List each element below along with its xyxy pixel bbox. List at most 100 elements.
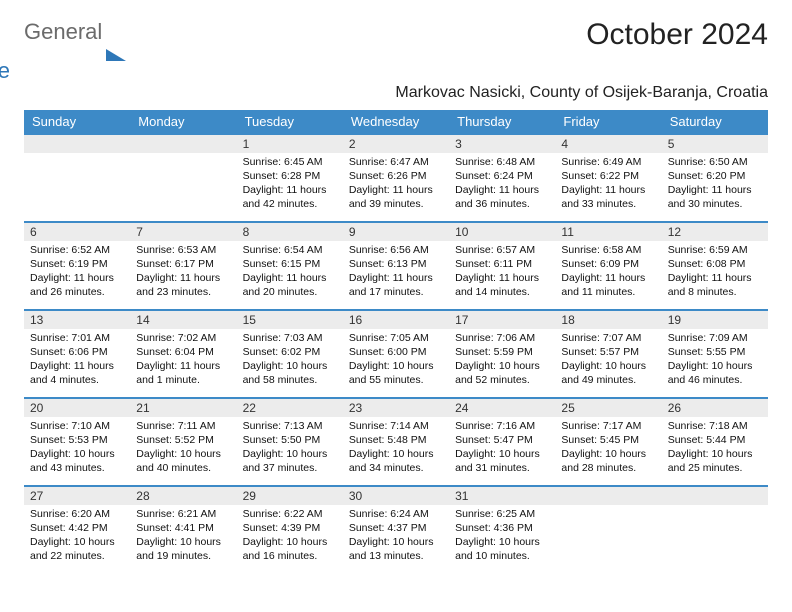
day-line: Sunrise: 6:22 AM <box>243 507 337 521</box>
day-number: 25 <box>555 399 661 417</box>
day-number: 16 <box>343 311 449 329</box>
calendar-cell: 2Sunrise: 6:47 AMSunset: 6:26 PMDaylight… <box>343 134 449 222</box>
day-line: Sunset: 6:20 PM <box>668 169 762 183</box>
day-body: Sunrise: 6:45 AMSunset: 6:28 PMDaylight:… <box>237 153 343 216</box>
day-line: and 31 minutes. <box>455 461 549 475</box>
day-line: Daylight: 10 hours <box>243 535 337 549</box>
day-line: and 25 minutes. <box>668 461 762 475</box>
day-line: and 1 minute. <box>136 373 230 387</box>
day-line: Sunset: 6:15 PM <box>243 257 337 271</box>
day-line: Daylight: 11 hours <box>136 359 230 373</box>
day-body: Sunrise: 6:57 AMSunset: 6:11 PMDaylight:… <box>449 241 555 304</box>
day-line: and 52 minutes. <box>455 373 549 387</box>
day-body: Sunrise: 7:01 AMSunset: 6:06 PMDaylight:… <box>24 329 130 392</box>
day-line: Sunset: 4:36 PM <box>455 521 549 535</box>
day-number: 2 <box>343 135 449 153</box>
calendar-cell: 8Sunrise: 6:54 AMSunset: 6:15 PMDaylight… <box>237 222 343 310</box>
day-line: and 58 minutes. <box>243 373 337 387</box>
calendar-cell: 17Sunrise: 7:06 AMSunset: 5:59 PMDayligh… <box>449 310 555 398</box>
day-line: and 16 minutes. <box>243 549 337 563</box>
day-line: Sunset: 5:52 PM <box>136 433 230 447</box>
day-line: Sunrise: 7:06 AM <box>455 331 549 345</box>
calendar-cell: 27Sunrise: 6:20 AMSunset: 4:42 PMDayligh… <box>24 486 130 574</box>
calendar-cell: 20Sunrise: 7:10 AMSunset: 5:53 PMDayligh… <box>24 398 130 486</box>
day-number <box>24 135 130 153</box>
day-line: and 19 minutes. <box>136 549 230 563</box>
day-line: Sunset: 6:28 PM <box>243 169 337 183</box>
page-subtitle: Markovac Nasicki, County of Osijek-Baran… <box>24 84 768 102</box>
day-number: 10 <box>449 223 555 241</box>
calendar-cell: 3Sunrise: 6:48 AMSunset: 6:24 PMDaylight… <box>449 134 555 222</box>
day-line: Daylight: 11 hours <box>668 271 762 285</box>
day-line: Sunrise: 6:53 AM <box>136 243 230 257</box>
calendar-cell <box>130 134 236 222</box>
day-body: Sunrise: 7:07 AMSunset: 5:57 PMDaylight:… <box>555 329 661 392</box>
calendar-cell: 21Sunrise: 7:11 AMSunset: 5:52 PMDayligh… <box>130 398 236 486</box>
day-line: Sunset: 6:08 PM <box>668 257 762 271</box>
day-body: Sunrise: 7:11 AMSunset: 5:52 PMDaylight:… <box>130 417 236 480</box>
day-body: Sunrise: 6:20 AMSunset: 4:42 PMDaylight:… <box>24 505 130 568</box>
day-body: Sunrise: 7:02 AMSunset: 6:04 PMDaylight:… <box>130 329 236 392</box>
calendar-cell: 13Sunrise: 7:01 AMSunset: 6:06 PMDayligh… <box>24 310 130 398</box>
page-title: October 2024 <box>586 18 768 52</box>
day-line: Daylight: 11 hours <box>136 271 230 285</box>
day-line: and 36 minutes. <box>455 197 549 211</box>
day-line: and 55 minutes. <box>349 373 443 387</box>
day-line: and 30 minutes. <box>668 197 762 211</box>
day-body: Sunrise: 7:14 AMSunset: 5:48 PMDaylight:… <box>343 417 449 480</box>
day-number: 13 <box>24 311 130 329</box>
calendar-cell: 15Sunrise: 7:03 AMSunset: 6:02 PMDayligh… <box>237 310 343 398</box>
day-line: and 22 minutes. <box>30 549 124 563</box>
day-line: Sunrise: 7:01 AM <box>30 331 124 345</box>
day-number: 3 <box>449 135 555 153</box>
calendar-cell: 26Sunrise: 7:18 AMSunset: 5:44 PMDayligh… <box>662 398 768 486</box>
day-number: 5 <box>662 135 768 153</box>
day-line: Sunset: 5:57 PM <box>561 345 655 359</box>
day-line: Daylight: 10 hours <box>668 359 762 373</box>
day-line: Sunset: 4:42 PM <box>30 521 124 535</box>
day-line: Sunrise: 7:02 AM <box>136 331 230 345</box>
day-line: Sunset: 4:39 PM <box>243 521 337 535</box>
logo-triangle-icon <box>106 49 126 61</box>
day-line: Daylight: 10 hours <box>349 359 443 373</box>
calendar-cell: 11Sunrise: 6:58 AMSunset: 6:09 PMDayligh… <box>555 222 661 310</box>
day-body: Sunrise: 7:16 AMSunset: 5:47 PMDaylight:… <box>449 417 555 480</box>
day-body: Sunrise: 7:06 AMSunset: 5:59 PMDaylight:… <box>449 329 555 392</box>
calendar-cell: 29 Sunrise: 6:22 AMSunset: 4:39 PMDayligh… <box>237 486 343 574</box>
day-line: Sunset: 4:37 PM <box>349 521 443 535</box>
dayname-header: Tuesday <box>237 110 343 134</box>
calendar-cell: 23Sunrise: 7:14 AMSunset: 5:48 PMDayligh… <box>343 398 449 486</box>
day-line: Sunrise: 7:13 AM <box>243 419 337 433</box>
day-line: and 13 minutes. <box>349 549 443 563</box>
day-number: 26 <box>662 399 768 417</box>
calendar-cell: 28Sunrise: 6:21 AMSunset: 4:41 PMDayligh… <box>130 486 236 574</box>
day-line: Sunset: 4:41 PM <box>136 521 230 535</box>
day-body: Sunrise: 6:48 AMSunset: 6:24 PMDaylight:… <box>449 153 555 216</box>
day-number: 29 <box>237 487 343 505</box>
day-body: Sunrise: 6:56 AMSunset: 6:13 PMDaylight:… <box>343 241 449 304</box>
day-line: Sunset: 5:44 PM <box>668 433 762 447</box>
calendar-cell: 31Sunrise: 6:25 AMSunset: 4:36 PMDayligh… <box>449 486 555 574</box>
day-line: and 8 minutes. <box>668 285 762 299</box>
day-line: Sunrise: 6:58 AM <box>561 243 655 257</box>
day-line: Daylight: 10 hours <box>243 447 337 461</box>
day-line: Daylight: 10 hours <box>455 535 549 549</box>
day-number: 9 <box>343 223 449 241</box>
day-line: Sunrise: 6:47 AM <box>349 155 443 169</box>
day-number: 20 <box>24 399 130 417</box>
day-line: Daylight: 10 hours <box>349 535 443 549</box>
day-number: 17 <box>449 311 555 329</box>
day-line: Sunset: 6:19 PM <box>30 257 124 271</box>
day-body: Sunrise: 7:10 AMSunset: 5:53 PMDaylight:… <box>24 417 130 480</box>
calendar-cell: 12Sunrise: 6:59 AMSunset: 6:08 PMDayligh… <box>662 222 768 310</box>
day-line: Sunrise: 6:21 AM <box>136 507 230 521</box>
day-line: Sunrise: 7:10 AM <box>30 419 124 433</box>
calendar-cell: 14Sunrise: 7:02 AMSunset: 6:04 PMDayligh… <box>130 310 236 398</box>
day-line: and 40 minutes. <box>136 461 230 475</box>
day-line: Daylight: 11 hours <box>349 271 443 285</box>
day-line: Daylight: 11 hours <box>561 183 655 197</box>
logo: General Blue <box>24 22 126 82</box>
day-body: Sunrise: 6:58 AMSunset: 6:09 PMDaylight:… <box>555 241 661 304</box>
day-body: Sunrise: 7:13 AMSunset: 5:50 PMDaylight:… <box>237 417 343 480</box>
day-number: 7 <box>130 223 236 241</box>
